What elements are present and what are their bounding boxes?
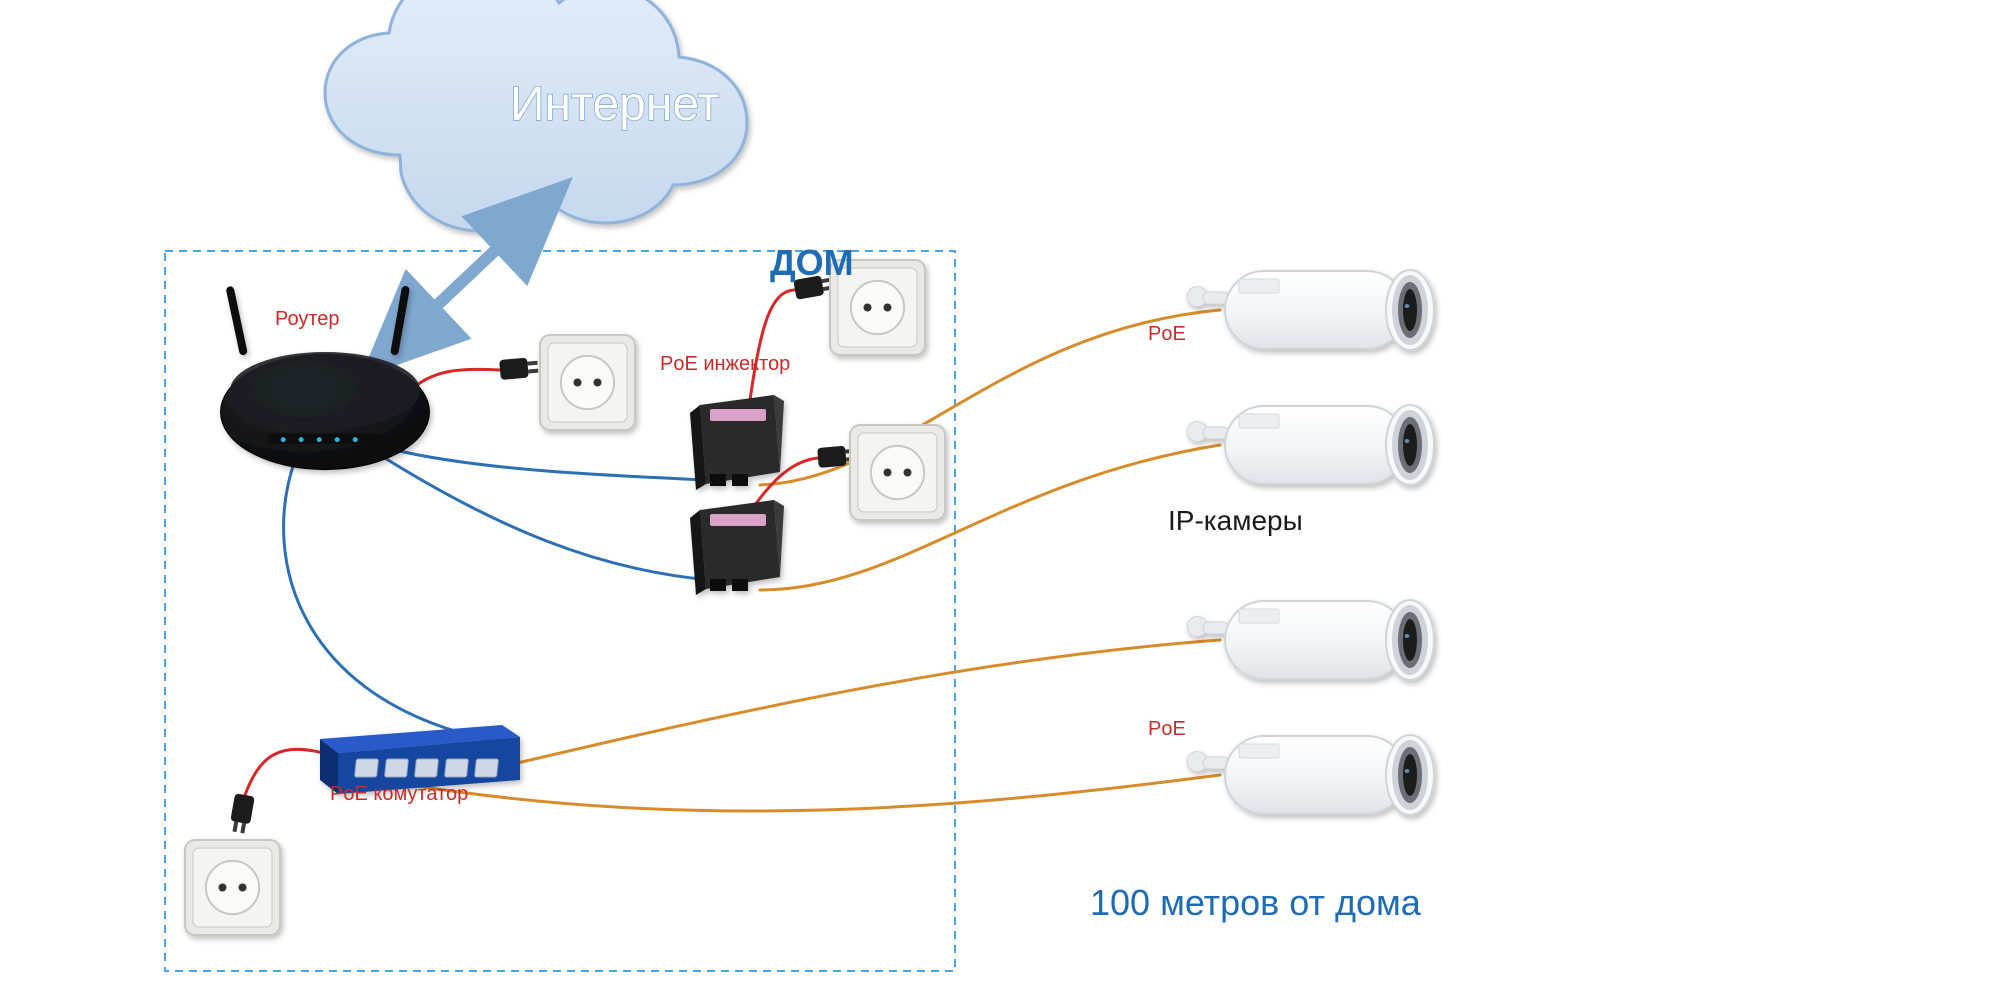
wall-outlet-3 [850,425,945,520]
ip-camera-2 [1187,405,1434,485]
cable-power-3 [245,749,330,795]
label-poe1: PoE [1148,323,1186,345]
cable-power-1 [750,290,795,400]
label-distance: 100 метров от дома [1090,882,1422,923]
label-internet: Интернет [510,78,719,131]
cable-net-1 [380,455,710,580]
ip-camera-1 [1187,270,1434,350]
ip-camera-3 [1187,600,1434,680]
label-house: ДОМ [770,242,854,283]
power-plug-3 [229,793,255,834]
cable-poe-3 [410,775,1220,811]
wall-outlet-4 [185,840,280,935]
poe-injector-2 [690,500,784,595]
label-ip_cameras: IP-камеры [1168,505,1303,536]
power-plug-0 [499,357,539,380]
poe-injector-1 [690,395,784,490]
label-poe_switch: PoE комутатор [330,783,468,805]
cable-net-0 [395,450,705,480]
label-poe2: PoE [1148,718,1186,740]
wall-outlet-1 [540,335,635,430]
cable-poe-2 [445,640,1220,780]
label-poe_injector: PoE инжектор [660,353,790,375]
ip-camera-4 [1187,735,1434,815]
label-router: Роутер [275,308,340,330]
